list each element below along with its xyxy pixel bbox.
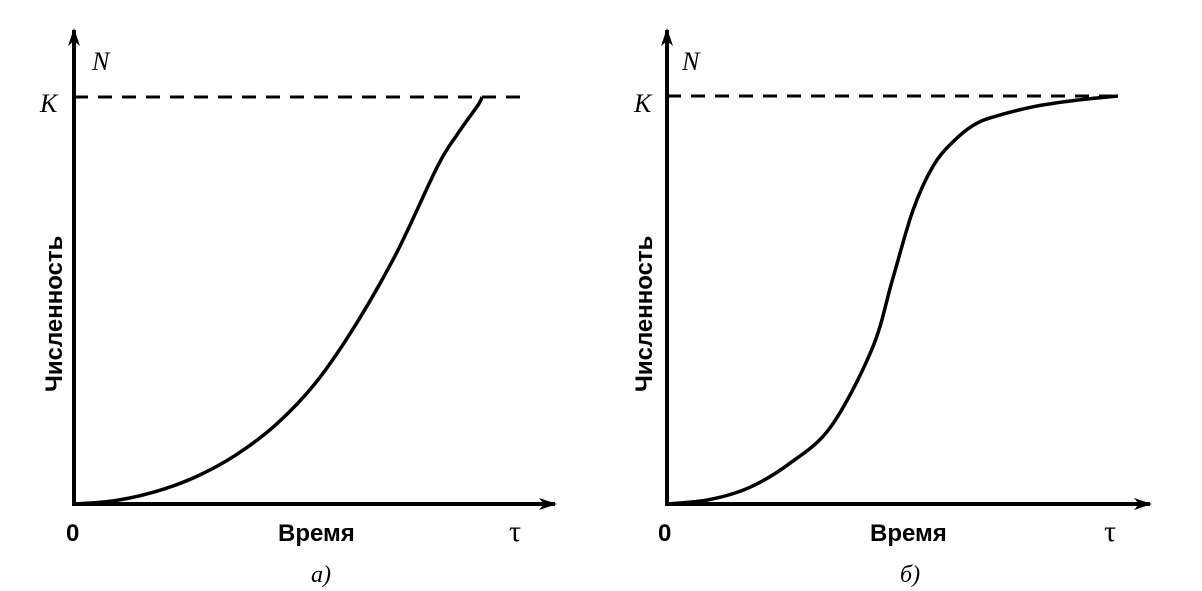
panel-b: N K Численность 0 Время τ б)	[631, 28, 1152, 588]
panel-b-xlabel: Время	[870, 520, 947, 547]
panel-b-caption: б)	[900, 562, 920, 588]
panel-a: N K Численность 0 Время τ а)	[39, 28, 557, 588]
panel-a-x-symbol: τ	[509, 515, 521, 548]
panel-a-curve	[73, 96, 484, 506]
panel-a-caption: а)	[311, 562, 331, 588]
panel-b-origin-label: 0	[658, 520, 671, 547]
panel-b-capacity-label: K	[633, 89, 653, 118]
panel-b-ylabel: Численность	[631, 236, 658, 392]
panel-a-origin-label: 0	[66, 520, 79, 547]
panel-a-ylabel: Численность	[41, 236, 68, 392]
panel-b-x-symbol: τ	[1104, 515, 1116, 548]
panel-a-y-symbol: N	[91, 47, 111, 76]
panel-b-y-symbol: N	[681, 47, 701, 76]
panel-a-capacity-label: K	[39, 89, 59, 118]
panel-a-xlabel: Время	[278, 520, 355, 547]
panel-b-curve	[666, 94, 1119, 506]
